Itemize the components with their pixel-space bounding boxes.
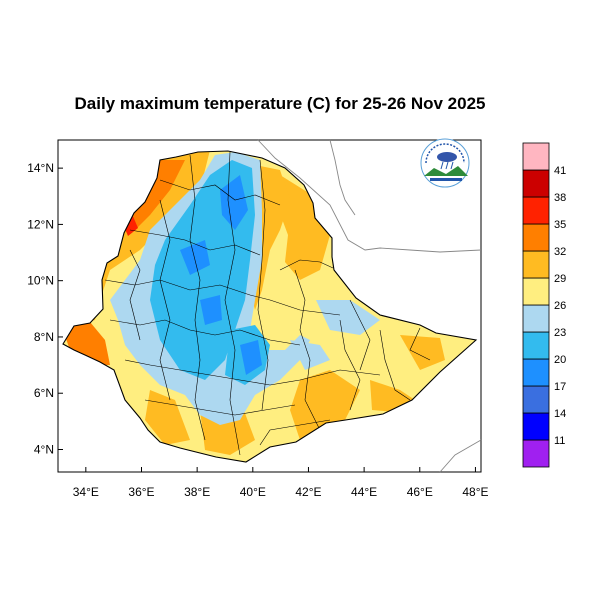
colorbar-label: 41 <box>554 165 566 177</box>
colorbar-swatch <box>522 196 550 225</box>
colorbar-swatch <box>522 412 550 441</box>
y-tick-label: 6°N <box>34 386 54 400</box>
x-tick-label: 38°E <box>184 485 210 499</box>
colorbar-label: 14 <box>554 408 566 420</box>
y-tick-label: 4°N <box>34 442 54 456</box>
colorbar-swatch <box>522 169 550 198</box>
colorbar-label: 23 <box>554 327 566 339</box>
x-tick-label: 44°E <box>351 485 377 499</box>
colorbar-swatch <box>522 304 550 333</box>
colorbar-label: 20 <box>554 354 566 366</box>
map-title: Daily maximum temperature (C) for 25-26 … <box>74 94 486 113</box>
x-tick-label: 42°E <box>295 485 321 499</box>
colorbar-swatch <box>522 250 550 279</box>
colorbar-label: 26 <box>554 300 566 312</box>
x-tick-label: 48°E <box>462 485 488 499</box>
y-axis: 4°N 6°N 8°N 10°N 12°N 14°N <box>27 161 63 456</box>
colorbar-label: 29 <box>554 273 566 285</box>
colorbar-label: 35 <box>554 219 566 231</box>
ethiopian-meteorology-institute-logo <box>420 138 470 188</box>
x-tick-label: 34°E <box>73 485 99 499</box>
x-tick-label: 46°E <box>407 485 433 499</box>
x-tick-label: 36°E <box>128 485 154 499</box>
colorbar-label: 38 <box>554 192 566 204</box>
colorbar-label: 17 <box>554 381 566 393</box>
colorbar-label: 32 <box>554 246 566 258</box>
colorbar-swatch <box>522 331 550 360</box>
colorbar-swatch <box>522 439 550 468</box>
x-tick-label: 40°E <box>240 485 266 499</box>
colorbar-swatch <box>522 223 550 252</box>
colorbar-label: 11 <box>554 435 565 447</box>
region-boundaries <box>104 151 431 456</box>
y-tick-label: 10°N <box>27 274 54 288</box>
colorbar-swatch <box>522 142 550 171</box>
colorbar: 11 14 17 20 23 26 29 32 35 38 41 <box>522 142 566 468</box>
colorbar-swatch <box>522 358 550 387</box>
x-axis: 34°E 36°E 38°E 40°E 42°E 44°E 46°E 48°E <box>73 467 489 499</box>
colorbar-swatch <box>522 385 550 414</box>
neighbor-borders <box>257 139 482 473</box>
y-tick-label: 8°N <box>34 330 54 344</box>
y-tick-label: 14°N <box>27 161 54 175</box>
y-tick-label: 12°N <box>27 217 54 231</box>
colorbar-swatch <box>522 277 550 306</box>
